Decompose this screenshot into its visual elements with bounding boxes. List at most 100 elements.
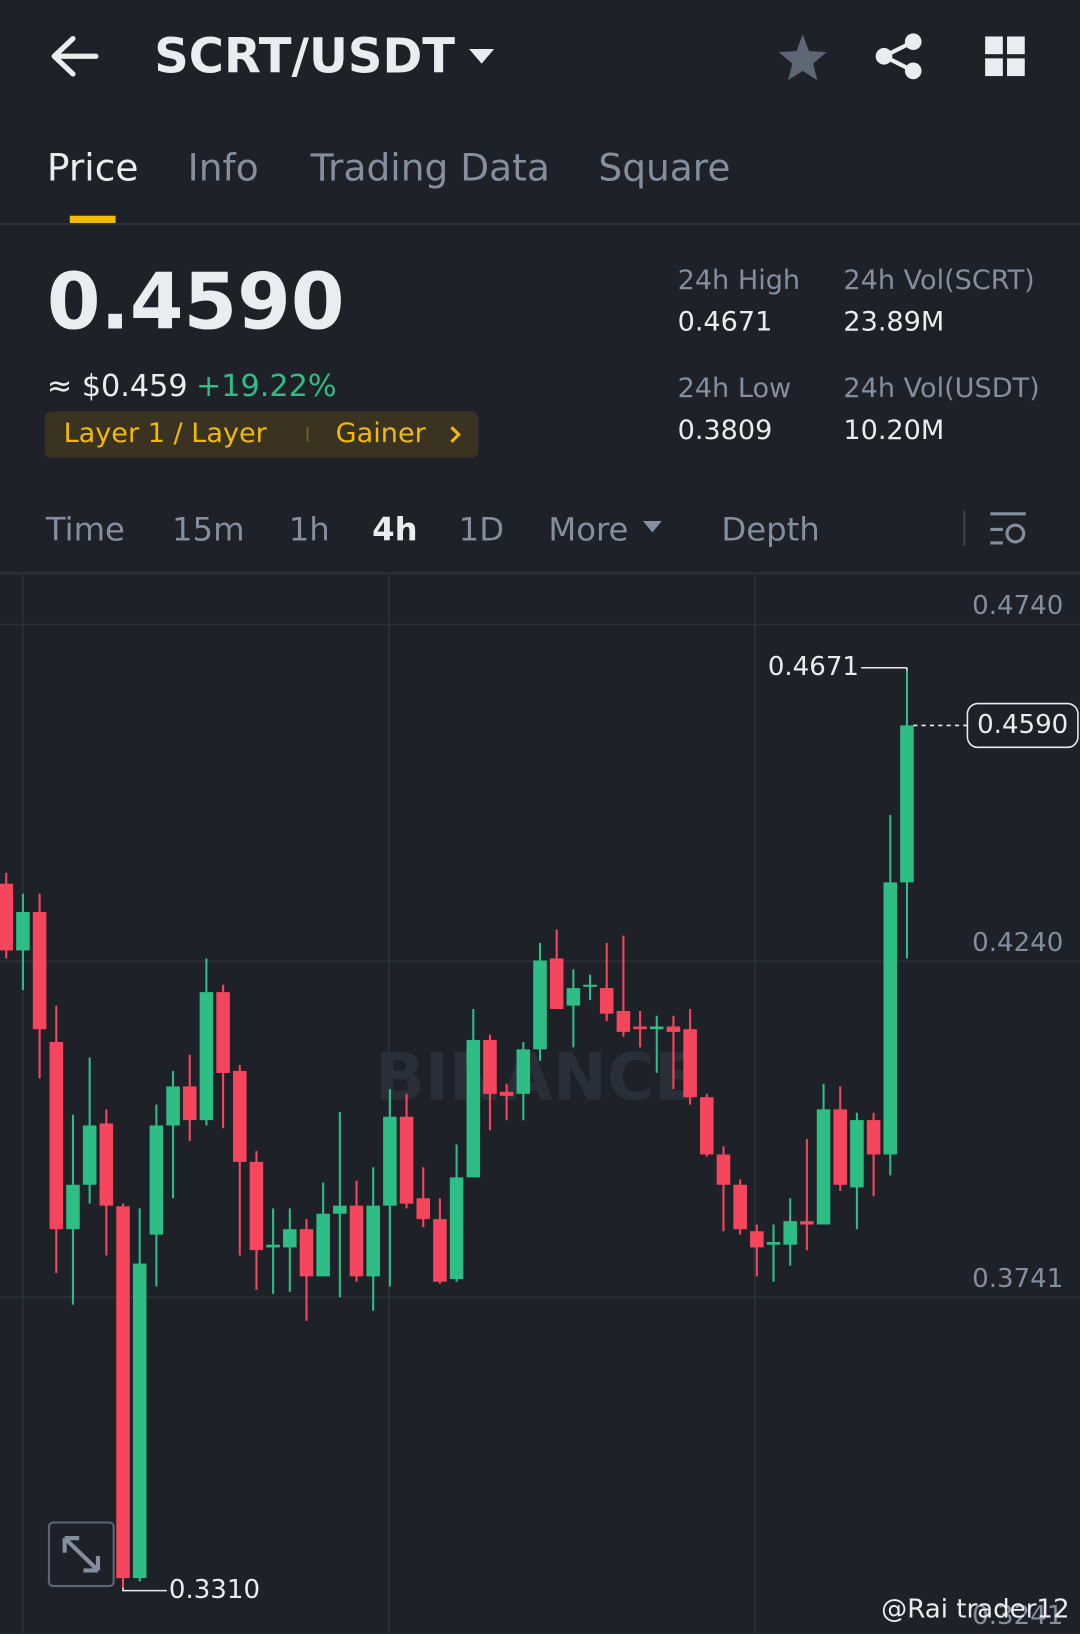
expand-button[interactable]	[47, 1521, 115, 1588]
candle-body	[683, 1029, 697, 1098]
pair-caret[interactable]	[469, 48, 495, 64]
last-price-box	[966, 702, 1079, 749]
candle-body	[166, 1086, 180, 1126]
candle-body	[149, 1125, 164, 1235]
grid-cell	[1007, 36, 1025, 55]
high-label: 0.4671	[768, 652, 859, 682]
tag-chevron	[450, 426, 461, 443]
interval[interactable]: Time	[45, 510, 125, 548]
candle-body	[349, 1205, 364, 1277]
candle-body	[833, 1109, 848, 1185]
settings-gear	[1005, 523, 1026, 544]
candle-body	[516, 1049, 531, 1094]
candle-body	[583, 984, 597, 987]
candle-body	[483, 1039, 497, 1094]
candle-body	[249, 1161, 264, 1251]
candle-body	[499, 1091, 514, 1096]
interval[interactable]: 4h	[372, 510, 417, 548]
interval[interactable]: Depth	[721, 510, 819, 548]
tab-bar: Price Info Trading Data Square	[47, 145, 730, 224]
candle-body	[383, 1116, 397, 1206]
favorite-star[interactable]	[778, 34, 827, 81]
candle-body	[99, 1123, 114, 1206]
candle-body	[216, 992, 230, 1073]
stat-label: 24h Vol(SCRT)	[843, 265, 1034, 296]
watermark: BINANCE	[375, 1040, 698, 1115]
stat-value: 0.4671	[678, 307, 773, 338]
settings-lines	[990, 512, 1026, 545]
price-change: +19.22%	[196, 369, 337, 404]
tab[interactable]: Trading Data	[310, 145, 550, 189]
candle-body	[733, 1184, 747, 1230]
low-label: 0.3310	[169, 1575, 260, 1605]
candle-body	[816, 1109, 831, 1225]
candle-body	[266, 1244, 280, 1248]
interval[interactable]: 15m	[172, 510, 245, 548]
y-tick-label: 0.4740	[972, 591, 1063, 621]
interval[interactable]: 1D	[459, 510, 504, 548]
candle-body	[766, 1242, 781, 1245]
stat-label: 24h Low	[678, 373, 792, 404]
candle-body	[800, 1221, 814, 1225]
grid-cell	[1007, 58, 1025, 77]
candle-body	[299, 1229, 314, 1277]
credit: @Rai trader12	[881, 1595, 1069, 1625]
stat-label: 24h Vol(USDT)	[843, 373, 1039, 404]
grid-cell	[985, 36, 1003, 55]
low-marker	[122, 1587, 167, 1592]
candle-body	[82, 1125, 97, 1185]
tag: Gainer	[336, 418, 427, 449]
chart-settings-icon[interactable]	[990, 512, 1026, 545]
candle-body	[199, 992, 214, 1121]
pair-title[interactable]: SCRT/USDT	[154, 29, 455, 84]
tab[interactable]: Price	[47, 145, 139, 189]
candle-body	[49, 1041, 64, 1230]
candle-body	[850, 1120, 864, 1188]
candle-body	[616, 1010, 631, 1032]
expand-arrows	[62, 1536, 101, 1573]
expand-frame	[47, 1521, 115, 1588]
share-icon[interactable]	[875, 33, 922, 80]
tab[interactable]: Square	[598, 145, 730, 189]
candle-body	[333, 1205, 347, 1214]
approx-price: ≈ $0.459	[47, 369, 188, 404]
y-tick-label: 0.3741	[972, 1264, 1063, 1294]
y-tick-label: 0.4240	[972, 928, 1063, 958]
candle-body	[666, 1026, 681, 1032]
interval[interactable]: More	[548, 510, 628, 548]
grid-menu-icon[interactable]	[985, 36, 1025, 77]
candle-body	[66, 1184, 80, 1230]
interval[interactable]: 1h	[289, 510, 330, 548]
back-button[interactable]	[51, 35, 99, 77]
candle-body	[866, 1120, 881, 1155]
candle-body	[549, 958, 564, 1009]
candle-body	[316, 1213, 330, 1277]
y-tick-label: 0.3241	[972, 1601, 1063, 1631]
candle-body	[399, 1116, 414, 1204]
candle-body	[633, 1026, 647, 1030]
candle-body	[283, 1229, 297, 1248]
candle-body	[599, 988, 614, 1014]
candle-body	[449, 1177, 464, 1280]
grid-cell	[985, 58, 1003, 77]
stat-value: 0.3809	[678, 415, 773, 446]
more-caret[interactable]	[643, 521, 662, 533]
share-lines	[879, 39, 915, 73]
tab[interactable]: Info	[188, 145, 259, 189]
candlestick-chart: BINANCE 0.4740 0.4240 0.3741 0.3241 0.4671 0.…	[0, 575, 1080, 1634]
candle-body	[232, 1070, 247, 1162]
candle-body	[416, 1198, 431, 1220]
tag-pill[interactable]: Layer 1 / Layer Gainer	[44, 411, 479, 458]
candle-body	[566, 988, 581, 1006]
tag: Layer 1 / Layer	[64, 418, 268, 449]
candle-body	[750, 1231, 764, 1248]
candle-body	[32, 911, 47, 1030]
candle-body	[716, 1154, 731, 1185]
tab-indicator	[69, 215, 116, 224]
back-arrow	[51, 35, 99, 77]
candle-body	[783, 1221, 797, 1245]
last-price-label: 0.4590	[977, 710, 1068, 740]
stat-value: 23.89M	[843, 307, 944, 338]
